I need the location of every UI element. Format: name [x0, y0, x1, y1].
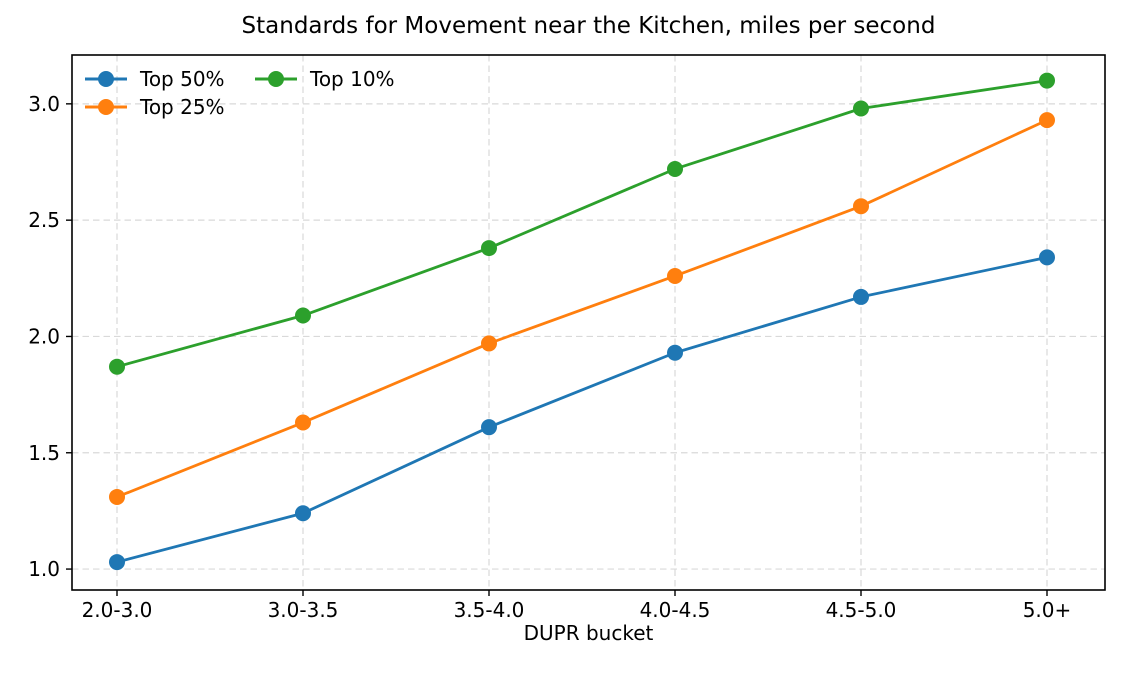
x-tick-label: 4.0-4.5 — [640, 598, 711, 622]
series-line — [116, 79, 1048, 369]
data-point — [667, 344, 683, 361]
data-point — [481, 419, 497, 436]
data-point — [853, 288, 869, 305]
data-point — [295, 414, 311, 431]
legend-label: Top 50% — [139, 67, 225, 91]
data-point — [295, 505, 311, 522]
axes-spines — [71, 54, 1106, 591]
y-tick-label: 3.0 — [28, 92, 60, 116]
legend-sample-marker — [98, 71, 114, 87]
x-tick-label: 3.5-4.0 — [454, 598, 525, 622]
data-point — [1039, 249, 1055, 266]
x-tick-label: 5.0+ — [1023, 598, 1072, 622]
series-line — [116, 256, 1048, 564]
data-point — [109, 358, 125, 375]
x-tick-label: 2.0-3.0 — [82, 598, 153, 622]
data-point — [853, 100, 869, 117]
data-point — [667, 267, 683, 284]
data-point — [1039, 112, 1055, 129]
data-point — [109, 554, 125, 571]
x-axis-label: DUPR bucket — [523, 621, 654, 645]
y-tick-label: 2.0 — [28, 324, 60, 348]
x-tick-label: 4.5-5.0 — [826, 598, 897, 622]
data-point — [667, 160, 683, 177]
legend-sample-marker — [268, 71, 284, 87]
data-point — [295, 307, 311, 324]
x-tick-label: 3.0-3.5 — [268, 598, 339, 622]
legend-label: Top 25% — [139, 95, 225, 119]
chart-title: Standards for Movement near the Kitchen,… — [241, 13, 936, 39]
y-tick-label: 1.5 — [28, 441, 60, 465]
data-point — [1039, 72, 1055, 89]
data-point — [481, 240, 497, 257]
legend-sample-marker — [98, 99, 114, 115]
y-tick-label: 2.5 — [28, 208, 60, 232]
y-tick-label: 1.0 — [28, 557, 60, 581]
data-point — [481, 335, 497, 352]
data-point — [109, 488, 125, 505]
series-line — [116, 118, 1048, 499]
legend-label: Top 10% — [309, 67, 395, 91]
data-point — [853, 198, 869, 215]
